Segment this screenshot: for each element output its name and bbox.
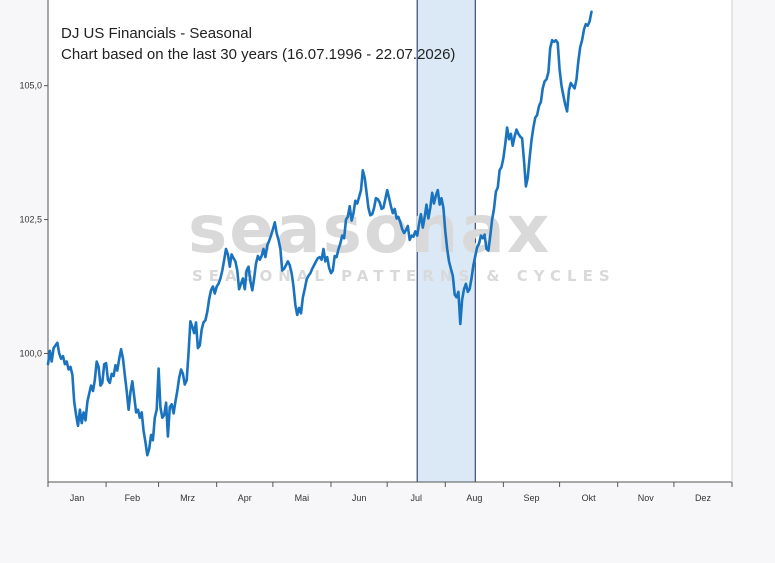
x-tick-label: Nov	[638, 493, 655, 503]
x-tick-label: Jul	[410, 493, 422, 503]
watermark-tagline: SEASONAL PATTERNS & CYCLES	[192, 267, 616, 285]
watermark-logo-text: seasonax	[188, 191, 551, 268]
series-line	[46, 10, 593, 457]
x-tick-label: Mrz	[180, 493, 195, 503]
x-tick-label: Okt	[582, 493, 597, 503]
chart-subtitle: Chart based on the last 30 years (16.07.…	[61, 46, 455, 63]
x-tick-label: Jan	[70, 493, 85, 503]
axes: 100,0 102,5 105,0 Jan Feb Mrz Apr Mai Jun Jul Aug S…	[19, 0, 733, 503]
x-tick-label: Feb	[125, 493, 141, 503]
y-tick-label: 100,0	[19, 348, 42, 358]
plot-background	[48, 0, 732, 482]
x-tick-label: Sep	[523, 493, 539, 503]
x-tick-label: Aug	[466, 493, 482, 503]
y-tick-label: 105,0	[19, 81, 42, 91]
highlight-window	[416, 0, 476, 482]
x-tick-label: Mai	[295, 493, 310, 503]
chart-title: DJ US Financials - Seasonal	[61, 25, 252, 42]
x-tick-label: Jun	[352, 493, 367, 503]
x-tick-label: Apr	[238, 493, 252, 503]
x-tick-label: Dez	[695, 493, 712, 503]
y-tick-label: 102,5	[19, 215, 42, 225]
series-layer	[46, 10, 593, 457]
